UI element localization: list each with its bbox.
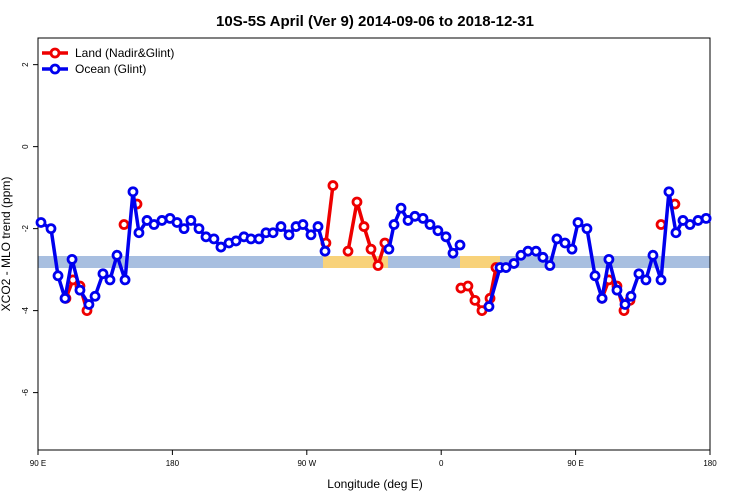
data-point [45, 223, 57, 235]
data-point [133, 227, 145, 239]
data-point [589, 270, 601, 282]
data-point [358, 221, 370, 232]
data-point [440, 231, 452, 243]
x-tick-label: 90 W [297, 459, 316, 468]
data-point [508, 258, 520, 269]
data-point [619, 299, 631, 310]
data-point [230, 235, 242, 247]
data-point [119, 274, 131, 286]
data-point [118, 219, 130, 230]
data-point [35, 217, 47, 228]
x-tick-label: 90 E [30, 459, 46, 468]
data-point [104, 274, 116, 286]
data-point [603, 253, 615, 265]
data-point [283, 229, 295, 241]
data-point [185, 215, 197, 226]
series-line [324, 185, 335, 244]
y-tick-label: -4 [21, 307, 30, 315]
data-point [267, 227, 279, 239]
data-point [537, 251, 549, 263]
data-point [59, 292, 71, 304]
data-point [178, 223, 190, 235]
data-point [395, 202, 407, 214]
y-tick-label: 2 [21, 62, 30, 67]
data-point [647, 249, 659, 261]
data-point [663, 186, 675, 198]
data-point [640, 274, 652, 286]
y-tick-label: -6 [21, 389, 30, 397]
data-point [611, 284, 623, 296]
chart-title: 10S-5S April (Ver 9) 2014-09-06 to 2018-… [216, 13, 534, 30]
data-point [633, 268, 645, 280]
data-point [52, 270, 64, 282]
legend-label: Land (Nadir&Glint) [75, 46, 174, 60]
y-axis-label: XCO2 - MLO trend (ppm) [0, 177, 13, 312]
land-strip [460, 256, 500, 268]
data-point [417, 212, 429, 224]
data-point [327, 180, 339, 191]
data-point [454, 239, 466, 251]
data-point [500, 262, 512, 273]
data-point [447, 247, 459, 259]
data-point [684, 219, 696, 230]
data-point [432, 225, 444, 237]
plot-frame [37, 37, 711, 451]
data-point [365, 243, 377, 255]
data-point [566, 243, 578, 255]
data-point [462, 280, 474, 292]
y-tick-label: -2 [21, 225, 30, 233]
data-point [148, 219, 160, 230]
data-point [655, 274, 667, 286]
data-point [253, 233, 265, 245]
data-point [581, 223, 593, 235]
data-point [469, 294, 481, 306]
data-point [483, 301, 495, 312]
x-axis-label: Longitude (deg E) [327, 477, 422, 491]
data-point [74, 284, 86, 296]
data-point [208, 233, 220, 245]
data-point [388, 219, 400, 230]
data-point [97, 268, 109, 280]
data-point [424, 219, 436, 230]
data-point [193, 223, 205, 235]
data-point [544, 260, 556, 271]
data-point [297, 219, 309, 230]
data-point [319, 245, 331, 257]
data-point [83, 299, 95, 310]
data-point [66, 253, 78, 265]
data-point [625, 290, 637, 302]
legend-marker [49, 47, 61, 59]
data-point [670, 227, 682, 239]
data-point [551, 233, 563, 245]
data-point [700, 212, 712, 224]
data-point [111, 249, 123, 261]
data-point [372, 260, 384, 271]
data-point [342, 245, 354, 257]
data-point [275, 221, 287, 232]
x-tick-label: 90 E [567, 459, 583, 468]
x-tick-label: 0 [439, 459, 444, 468]
data-point [655, 219, 667, 230]
data-point [171, 217, 183, 228]
legend-label: Ocean (Glint) [75, 62, 146, 76]
legend-marker [49, 63, 61, 75]
data-point [530, 245, 542, 257]
data-point [89, 290, 101, 302]
data-point [351, 196, 363, 208]
x-tick-label: 180 [703, 459, 717, 468]
x-tick-label: 180 [166, 459, 180, 468]
data-point [559, 237, 571, 249]
data-point [215, 241, 227, 253]
land-strip [323, 256, 388, 268]
data-point [383, 243, 395, 255]
data-point [127, 186, 139, 198]
data-point [305, 229, 317, 241]
data-point [572, 217, 584, 228]
data-point [312, 221, 324, 232]
data-point [596, 292, 608, 304]
y-tick-label: 0 [21, 144, 30, 149]
